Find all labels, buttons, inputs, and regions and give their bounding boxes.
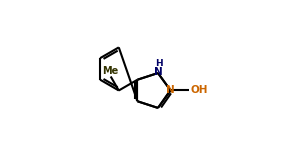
Text: OH: OH [190,84,208,95]
Text: Me: Me [102,66,118,76]
Text: N: N [166,84,175,95]
Text: N: N [154,67,163,77]
Text: H: H [155,59,163,68]
